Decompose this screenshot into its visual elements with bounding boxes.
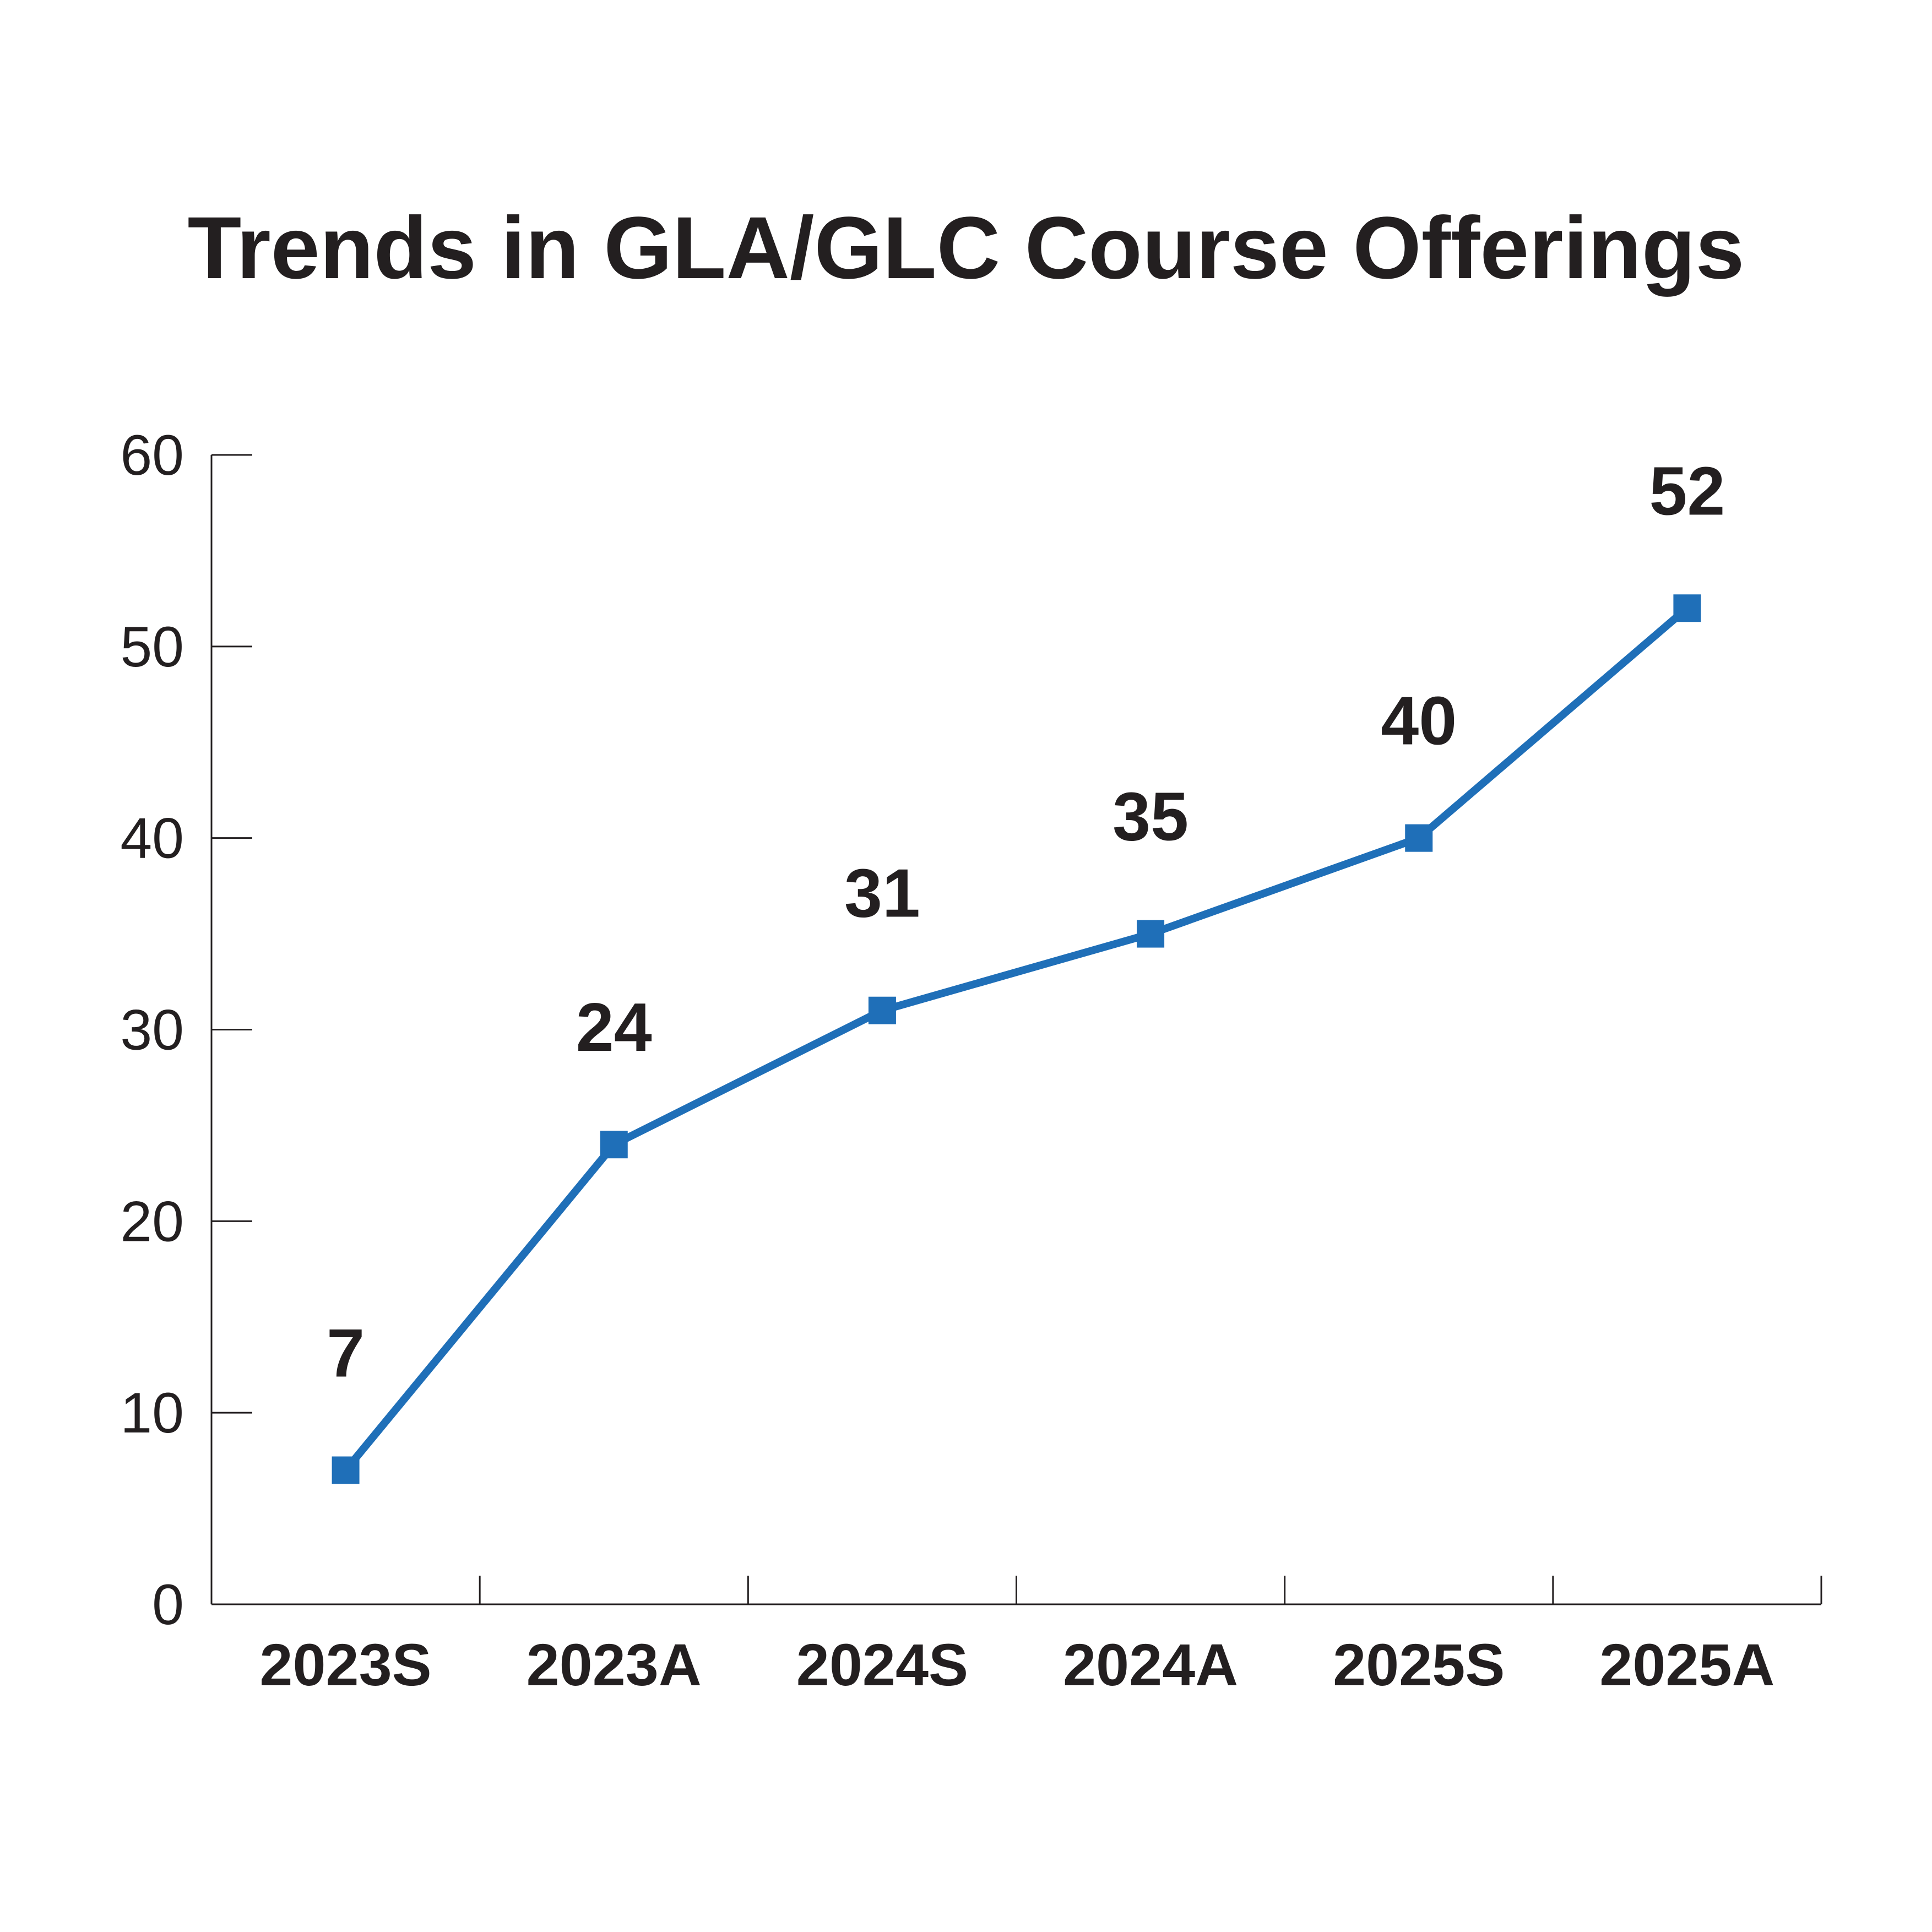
data-label: 31: [844, 856, 920, 932]
y-tick-label: 0: [152, 1573, 184, 1637]
y-axis-ticks: 0 10 20 30 40 50 60: [120, 424, 252, 1637]
y-tick-label: 20: [120, 1190, 184, 1253]
data-label: 35: [1112, 779, 1188, 855]
y-tick-label: 10: [120, 1381, 184, 1445]
x-tick-label: 2023A: [527, 1631, 702, 1698]
axes: [210, 455, 1821, 1605]
x-tick-label: 2023S: [259, 1631, 431, 1698]
y-tick-label: 40: [120, 807, 184, 871]
data-point-marker: [332, 1456, 360, 1484]
series-line: [343, 605, 1690, 1473]
data-label: 40: [1381, 683, 1457, 759]
data-point-marker: [1673, 594, 1701, 622]
data-labels: 7 24 31 35 40 52: [327, 453, 1725, 1391]
data-label: 52: [1649, 453, 1725, 529]
y-tick-label: 30: [120, 998, 184, 1062]
data-label: 7: [327, 1316, 365, 1392]
x-tick-label: 2025S: [1333, 1631, 1505, 1698]
chart-title: Trends in GLA/GLC Course Offerings: [188, 198, 1745, 297]
data-label: 24: [576, 990, 652, 1066]
data-point-marker: [868, 996, 896, 1024]
x-axis-ticks: 2023S 2023A 2024S 2024A 2025S 2025A: [259, 1576, 1822, 1698]
x-tick-label: 2024A: [1063, 1631, 1238, 1698]
data-point-marker: [600, 1131, 628, 1159]
y-tick-label: 60: [120, 424, 184, 487]
data-point-marker: [1137, 920, 1165, 948]
y-tick-label: 50: [120, 615, 184, 679]
x-tick-label: 2025A: [1599, 1631, 1774, 1698]
x-tick-label: 2024S: [796, 1631, 968, 1698]
data-point-marker: [1405, 824, 1433, 852]
series-group: [332, 594, 1701, 1484]
